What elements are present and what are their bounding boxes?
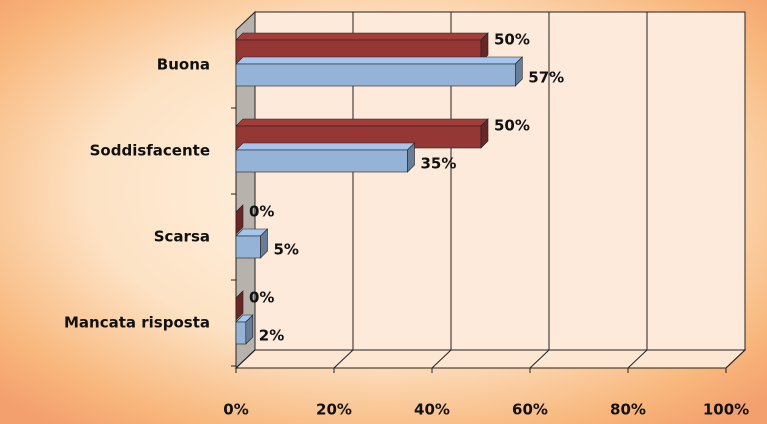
bar-side (260, 228, 268, 259)
bar-side (480, 32, 489, 63)
bar (235, 204, 244, 235)
bar (235, 314, 254, 345)
data-label: 57% (528, 69, 564, 87)
bar (235, 142, 416, 173)
bar (235, 228, 269, 259)
bar (235, 56, 524, 87)
bar-front (235, 321, 247, 345)
grid-line (627, 349, 648, 369)
bar (235, 32, 489, 63)
x-tick-label: 20% (316, 401, 352, 419)
bar-top (235, 56, 524, 65)
y-tick-label: Buona (157, 56, 210, 74)
bar-side (407, 142, 415, 173)
data-label: 2% (259, 327, 284, 345)
bar-side (245, 314, 254, 345)
floor (234, 349, 747, 369)
data-label: 35% (421, 155, 457, 173)
bar-top (235, 118, 489, 127)
bar (235, 290, 244, 321)
data-label: 0% (249, 289, 274, 307)
grid-line (529, 349, 550, 369)
bar-front (235, 235, 261, 259)
y-tick-label: Mancata risposta (64, 314, 210, 332)
x-tick-label: 80% (610, 401, 646, 419)
data-label: 0% (249, 203, 274, 221)
bar-top (235, 142, 416, 151)
y-tick-label: Scarsa (154, 228, 210, 246)
bar-side (480, 118, 489, 149)
grid-line (431, 349, 452, 369)
grid-line (333, 349, 354, 369)
bar-side (514, 56, 523, 87)
bar-side (235, 290, 244, 321)
y-tick-label: Soddisfacente (90, 142, 210, 160)
grid-line (725, 349, 746, 369)
x-tick-label: 40% (414, 401, 450, 419)
bar-front (235, 63, 516, 87)
data-label: 5% (274, 241, 299, 259)
bar-front (235, 149, 408, 173)
grid-line (235, 349, 256, 369)
x-tick-label: 100% (703, 401, 749, 419)
data-label: 50% (494, 117, 530, 135)
x-tick-label: 0% (223, 401, 248, 419)
bar-side (235, 204, 244, 235)
data-label: 50% (494, 31, 530, 49)
x-tick-label: 60% (512, 401, 548, 419)
bar-top (235, 32, 489, 41)
